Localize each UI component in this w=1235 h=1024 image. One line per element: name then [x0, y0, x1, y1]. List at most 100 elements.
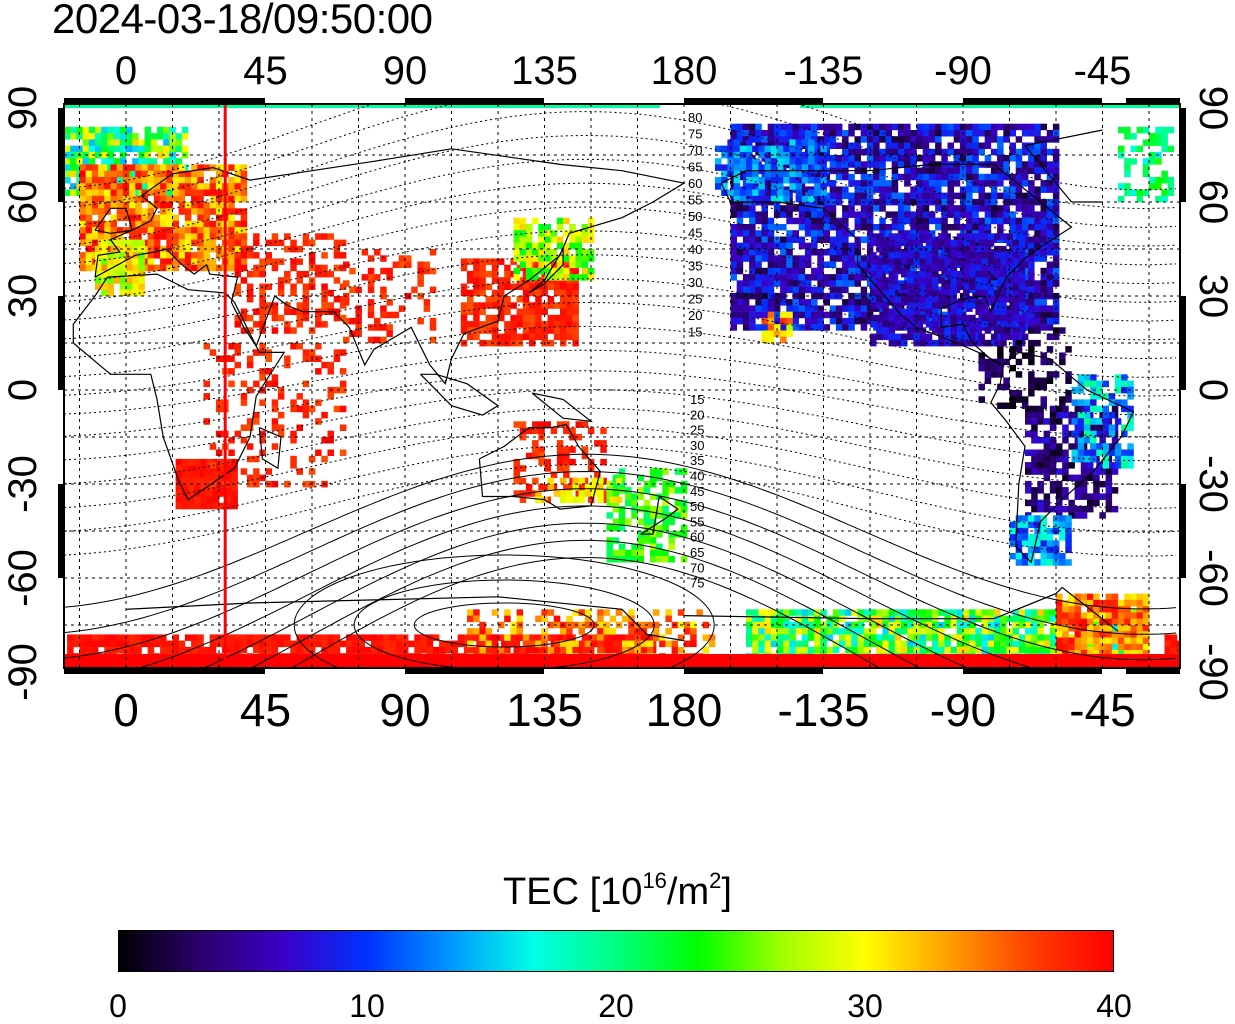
tec-cell: [321, 252, 328, 259]
tec-cell: [491, 634, 499, 641]
tec-cell: [1046, 546, 1054, 554]
tec-cell: [1006, 321, 1013, 328]
tec-cell: [786, 305, 793, 312]
tec-cell: [987, 609, 995, 616]
tec-cell: [742, 299, 750, 306]
tec-cell: [764, 634, 772, 641]
tec-cell: [414, 646, 421, 654]
tec-cell: [203, 343, 210, 350]
tec-cell: [104, 177, 111, 184]
tec-cell: [566, 490, 573, 497]
tec-cell: [271, 405, 279, 413]
tec-cell: [897, 217, 905, 225]
tec-cell: [1062, 424, 1069, 431]
tec-cell: [888, 296, 896, 303]
tec-cell: [212, 490, 220, 497]
tec-cell: [783, 195, 790, 203]
tec-cell: [569, 261, 576, 268]
tec-cell: [854, 217, 861, 225]
tec-cell: [532, 421, 539, 428]
tec-cell: [473, 277, 480, 284]
tec-cell: [321, 289, 328, 297]
tec-cell: [181, 133, 189, 140]
tec-cell: [792, 130, 799, 137]
tec-cell: [569, 433, 576, 441]
tec-cell: [1018, 615, 1026, 623]
tec-cell: [541, 302, 548, 309]
tec-cell: [733, 189, 741, 196]
tec-cell: [79, 189, 86, 196]
tec-cell: [566, 321, 573, 328]
tec-cell: [138, 158, 145, 165]
tec-cell: [783, 145, 790, 153]
tec-cell: [380, 305, 387, 312]
tec-cell: [1018, 245, 1026, 253]
tec-cell: [873, 142, 880, 149]
tec-cell: [234, 208, 241, 215]
tec-cell: [860, 205, 868, 212]
tec-cell: [1021, 515, 1029, 522]
tec-cell: [91, 220, 99, 228]
tec-cell: [346, 640, 353, 648]
tec-cell: [556, 446, 564, 453]
tec-cell: [848, 317, 855, 325]
tec-cell: [752, 164, 759, 171]
tec-cell: [798, 255, 806, 262]
tec-cell: [219, 490, 226, 497]
tec-cell: [882, 277, 889, 284]
tec-cell: [879, 198, 886, 206]
tec-cell: [612, 646, 620, 654]
tec-cell: [928, 217, 936, 225]
tec-cell: [259, 343, 266, 350]
tec-cell: [987, 321, 995, 328]
tec-cell: [522, 321, 530, 328]
tec-cell: [1049, 628, 1057, 635]
tec-cell: [715, 177, 722, 184]
tec-cell: [271, 424, 279, 431]
tec-cell: [848, 299, 855, 306]
tec-cell: [157, 151, 164, 159]
tec-cell: [990, 186, 998, 193]
tec-cell: [742, 255, 750, 262]
tec-cell: [231, 477, 238, 485]
tec-cell: [166, 252, 173, 259]
tec-cell: [1043, 493, 1051, 500]
tec-cell: [228, 245, 235, 253]
tec-cell: [808, 609, 815, 616]
tec-cell: [956, 239, 964, 247]
tec-cell: [777, 158, 784, 165]
tec-cell: [786, 255, 793, 262]
tec-cell: [935, 142, 942, 149]
tec-cell: [166, 183, 173, 190]
tec-cell: [792, 230, 799, 237]
tec-cell: [780, 299, 787, 306]
tec-cell: [817, 123, 824, 131]
tec-cell: [981, 609, 989, 616]
tec-cell: [70, 170, 77, 178]
tec-cell: [997, 167, 1004, 175]
tec-cell: [1021, 161, 1029, 168]
tec-cell: [609, 496, 617, 503]
tec-cell: [715, 145, 722, 153]
tec-cell: [792, 292, 799, 300]
tec-cell: [1040, 324, 1047, 331]
tec-cell: [956, 314, 964, 322]
tec-cell: [665, 609, 672, 616]
tec-cell: [98, 177, 105, 184]
tec-cell: [290, 327, 297, 334]
tec-cell: [1074, 505, 1082, 513]
tec-cell: [1025, 487, 1032, 494]
tec-cell: [780, 280, 787, 287]
tec-cell: [516, 333, 524, 341]
tec-cell: [556, 261, 564, 268]
tec-cell: [947, 224, 954, 231]
tec-cell: [885, 211, 892, 218]
tec-cell: [405, 261, 412, 268]
tec-cell: [1049, 487, 1057, 494]
tec-cell: [860, 173, 868, 181]
tec-cell: [1028, 327, 1035, 334]
tec-cell: [556, 217, 564, 225]
tec-cell: [327, 640, 334, 648]
tec-cell: [987, 233, 995, 240]
tec-cell: [897, 205, 905, 212]
